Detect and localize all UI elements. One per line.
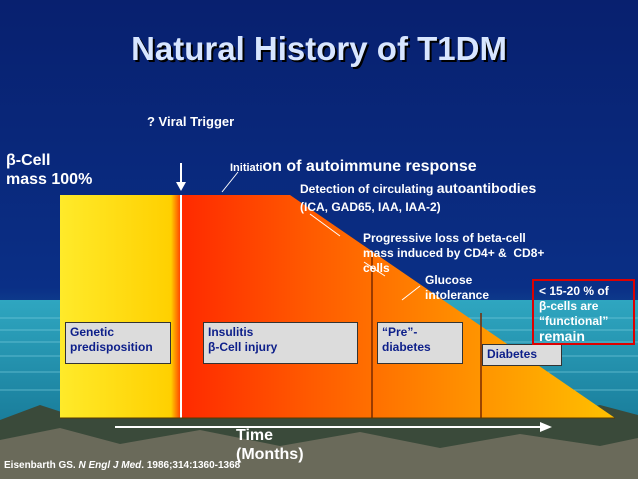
initiation-label-small: Initiati (230, 162, 263, 174)
citation: Eisenbarth GS. N Engl J Med. 1986;314:13… (4, 460, 240, 471)
time-axis-label: Time (Months) (236, 427, 304, 463)
stage-box-genetic: Genetic predisposition (65, 322, 171, 364)
viral-trigger-arrowhead (176, 182, 186, 191)
pointer-detection (309, 213, 341, 237)
pointer-initiation (221, 171, 239, 193)
detection-label: Detection of circulating autoantibodies (300, 181, 536, 197)
detection-label-small: Detection of circulating (300, 182, 437, 196)
pointer-glucose (401, 285, 421, 301)
time-arrow-head (540, 422, 552, 432)
callout-emphasis: remain (539, 328, 585, 344)
stage-box-prediabetes: “Pre”- diabetes (377, 322, 463, 364)
beta-cell-mass-area (60, 195, 615, 418)
slide-title: Natural History of T1DM (131, 30, 507, 67)
viral-trigger-label: ? Viral Trigger (147, 114, 235, 129)
detection-label-big: autoantibodies (436, 180, 537, 196)
pointer-progressive (363, 261, 386, 277)
initiation-label: Initiation of autoimmune response (230, 157, 477, 176)
citation-journal: N Engl J Med (78, 460, 142, 471)
glucose-intolerance-label: Glucose intolerance (425, 273, 490, 302)
autoantibody-list: (ICA, GAD65, IAA, IAA-2) (300, 200, 441, 214)
progressive-loss-label: Progressive loss of beta-cell mass induc… (363, 231, 545, 275)
stage-box-insulitis: Insulitis β-Cell injury (203, 322, 358, 364)
beta-cell-mass-label: β-Cell mass 100% (6, 152, 93, 188)
callout-text: < 15-20 % of β-cells are “functional” (539, 284, 609, 328)
initiation-label-big: on of autoimmune response (262, 158, 477, 175)
citation-author: Eisenbarth GS. (4, 460, 79, 471)
stage-box-diabetes: Diabetes (482, 344, 562, 366)
functional-cells-callout: < 15-20 % of β-cells are “functional” re… (532, 279, 635, 345)
citation-details: . 1986;314:1360-1368 (141, 460, 241, 471)
